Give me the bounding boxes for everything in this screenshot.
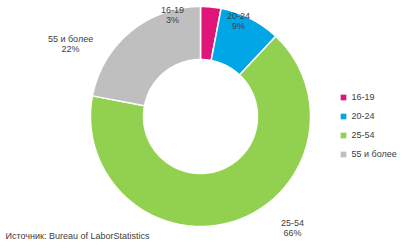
svg-text:55 и более: 55 и более	[352, 149, 397, 159]
svg-text:20-249%: 20-249%	[227, 11, 250, 32]
svg-text:55 и более22%: 55 и более22%	[48, 34, 93, 55]
svg-text:25-54: 25-54	[352, 130, 375, 140]
svg-text:16-193%: 16-193%	[161, 5, 184, 26]
svg-text:20-24: 20-24	[352, 111, 375, 121]
svg-text:16-19: 16-19	[352, 92, 375, 102]
svg-text:Источник: Bureau of LaborStati: Источник: Bureau of LaborStatistics	[6, 231, 150, 241]
svg-text:25-5466%: 25-5466%	[281, 218, 304, 239]
